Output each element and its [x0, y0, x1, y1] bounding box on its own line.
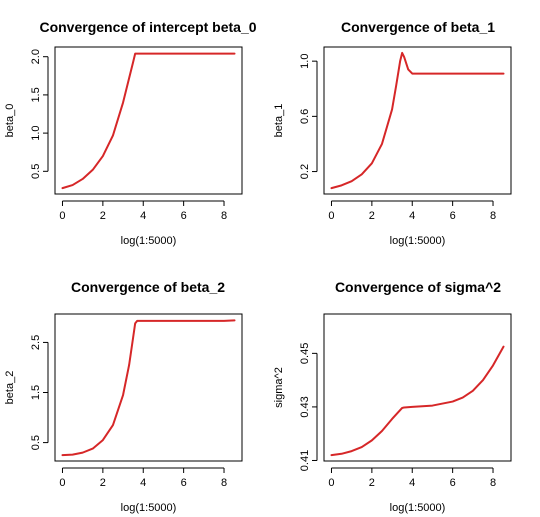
- chart-title: Convergence of beta_2: [71, 279, 225, 295]
- plot-frame: [54, 313, 243, 462]
- x-tick-label: 2: [369, 210, 375, 222]
- x-tick-label: 2: [369, 477, 375, 489]
- x-tick-label: 0: [59, 477, 65, 489]
- y-tick-label: 2.5: [30, 335, 42, 350]
- x-tick-label: 4: [140, 477, 146, 489]
- y-tick-label: 0.5: [30, 164, 42, 179]
- y-tick-label: 1.5: [30, 385, 42, 400]
- y-tick-label: 2.0: [30, 49, 42, 64]
- y-axis-label: beta_2: [4, 371, 16, 405]
- chart-panel-2: Convergence of beta_1 0 2 4 6 8 0.2 0.6 1.0 log(1…: [273, 19, 512, 247]
- y-tick-label: 1.5: [30, 87, 42, 102]
- y-axis-label: sigma^2: [273, 367, 285, 408]
- plot-frame: [54, 46, 243, 195]
- x-axis-label: log(1:5000): [390, 502, 446, 514]
- series-line: [61, 52, 236, 190]
- y-tick-label: 0.41: [299, 450, 311, 471]
- x-tick-label: 2: [100, 477, 106, 489]
- y-tick-label: 0.45: [299, 343, 311, 364]
- x-tick-label: 8: [490, 477, 496, 489]
- y-tick-label: 0.5: [30, 435, 42, 450]
- x-tick-label: 8: [221, 477, 227, 489]
- y-axis-label: beta_1: [273, 104, 285, 138]
- plot-frame: [323, 313, 512, 462]
- x-tick-label: 6: [181, 210, 187, 222]
- series-line: [330, 51, 505, 190]
- x-tick-label: 6: [181, 477, 187, 489]
- chart-title: Convergence of intercept beta_0: [39, 19, 256, 35]
- chart-panel-3: Convergence of beta_2 0 2 4 6 8 0.5 1.5 2.5 log(1…: [4, 279, 243, 514]
- x-tick-label: 4: [409, 210, 415, 222]
- plot-frame: [323, 46, 512, 195]
- x-tick-label: 6: [450, 477, 456, 489]
- y-tick-label: 1.0: [299, 54, 311, 69]
- x-tick-label: 4: [409, 477, 415, 489]
- y-tick-label: 1.0: [30, 125, 42, 140]
- x-axis-label: log(1:5000): [121, 502, 177, 514]
- x-tick-label: 0: [59, 210, 65, 222]
- x-tick-label: 2: [100, 210, 106, 222]
- y-tick-label: 0.43: [299, 396, 311, 417]
- x-tick-label: 8: [221, 210, 227, 222]
- chart-title: Convergence of beta_1: [341, 19, 495, 35]
- x-tick-label: 4: [140, 210, 146, 222]
- y-tick-label: 0.2: [299, 164, 311, 179]
- x-tick-label: 0: [328, 210, 334, 222]
- x-tick-label: 6: [450, 210, 456, 222]
- y-tick-label: 0.6: [299, 109, 311, 124]
- x-axis-label: log(1:5000): [121, 235, 177, 247]
- x-tick-label: 0: [328, 477, 334, 489]
- x-tick-label: 8: [490, 210, 496, 222]
- series-line: [61, 319, 236, 457]
- chart-panel-4: Convergence of sigma^2 0 2 4 6 8 0.41 0.43 0.45 l…: [273, 279, 512, 514]
- y-axis-label: beta_0: [4, 104, 16, 138]
- chart-title: Convergence of sigma^2: [335, 279, 501, 295]
- x-axis-label: log(1:5000): [390, 235, 446, 247]
- chart-panel-1: Convergence of intercept beta_0 0 2 4 6 8 0.5 1…: [4, 19, 257, 247]
- series-line: [330, 345, 505, 457]
